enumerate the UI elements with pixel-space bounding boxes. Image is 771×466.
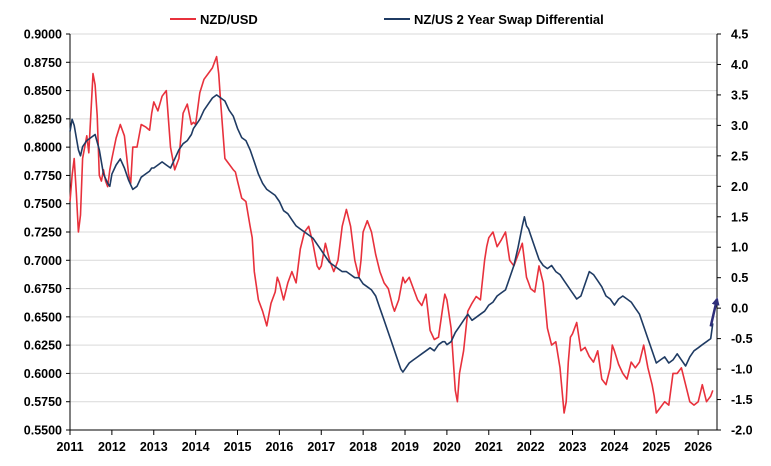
series-swap-differential-line — [69, 94, 714, 373]
left-tick-label: 0.6250 — [24, 339, 62, 353]
right-tick-label: 3.5 — [731, 88, 748, 102]
x-tick-label: 2012 — [98, 440, 126, 454]
left-tick-label: 0.5500 — [24, 424, 62, 438]
left-tick-label: 0.7750 — [24, 169, 62, 183]
x-tick-label: 2017 — [307, 440, 335, 454]
right-tick-label: 1.5 — [731, 210, 748, 224]
legend-label-swap: NZ/US 2 Year Swap Differential — [414, 12, 604, 27]
x-tick-label: 2014 — [182, 440, 210, 454]
series-nzdusd-line — [69, 55, 714, 414]
left-tick-label: 0.6000 — [24, 367, 62, 381]
left-tick-label: 0.7250 — [24, 226, 62, 240]
left-axis-ticks: 0.5500 0.5750 0.6000 0.6250 0.6500 0.6750 0.70… — [24, 28, 70, 438]
left-tick-label: 0.8000 — [24, 141, 62, 155]
right-tick-label: 1.0 — [731, 241, 748, 255]
x-tick-label: 2015 — [224, 440, 252, 454]
x-tick-label: 2013 — [140, 440, 168, 454]
x-tick-label: 2020 — [433, 440, 461, 454]
x-tick-label: 2023 — [559, 440, 587, 454]
right-tick-label: -1.5 — [731, 393, 753, 407]
x-axis-ticks: 2011 2012 2013 2014 2015 2016 2017 2018 2019 2020… — [56, 430, 712, 454]
right-tick-label: 3.0 — [731, 119, 748, 133]
left-tick-label: 0.8500 — [24, 84, 62, 98]
gridlines — [70, 33, 717, 431]
left-tick-label: 0.6750 — [24, 282, 62, 296]
right-tick-label: 4.0 — [731, 58, 748, 72]
x-tick-label: 2011 — [56, 440, 83, 454]
right-tick-label: 2.0 — [731, 180, 748, 194]
right-tick-label: 0.0 — [731, 302, 748, 316]
x-tick-label: 2019 — [391, 440, 419, 454]
right-axis-ticks: -2.0 -1.5 -1.0 -0.5 0.0 0.5 1.0 1.5 2.0 2.5 3.0 3.5… — [717, 28, 753, 438]
left-tick-label: 0.9000 — [24, 28, 62, 42]
legend: NZD/USD NZ/US 2 Year Swap Differential — [170, 12, 604, 27]
left-tick-label: 0.8250 — [24, 112, 62, 126]
x-tick-label: 2022 — [517, 440, 545, 454]
x-tick-label: 2018 — [349, 440, 377, 454]
x-tick-label: 2021 — [475, 440, 503, 454]
x-tick-label: 2024 — [600, 440, 628, 454]
trend-arrow — [709, 297, 720, 327]
right-tick-label: 0.5 — [731, 271, 748, 285]
left-tick-label: 0.5750 — [24, 395, 62, 409]
right-tick-label: -2.0 — [731, 424, 753, 438]
x-tick-label: 2026 — [684, 440, 712, 454]
right-tick-label: -1.0 — [731, 363, 753, 377]
legend-label-nzdusd: NZD/USD — [200, 12, 258, 27]
right-tick-label: 2.5 — [731, 149, 748, 163]
series-layer — [69, 55, 714, 414]
right-tick-label: -0.5 — [731, 332, 753, 346]
annotation-layer — [709, 297, 720, 327]
x-tick-label: 2016 — [265, 440, 293, 454]
left-tick-label: 0.8750 — [24, 56, 62, 70]
left-tick-label: 0.7500 — [24, 197, 62, 211]
x-tick-label: 2025 — [642, 440, 670, 454]
left-tick-label: 0.7000 — [24, 254, 62, 268]
left-tick-label: 0.6500 — [24, 310, 62, 324]
right-tick-label: 4.5 — [731, 28, 748, 42]
